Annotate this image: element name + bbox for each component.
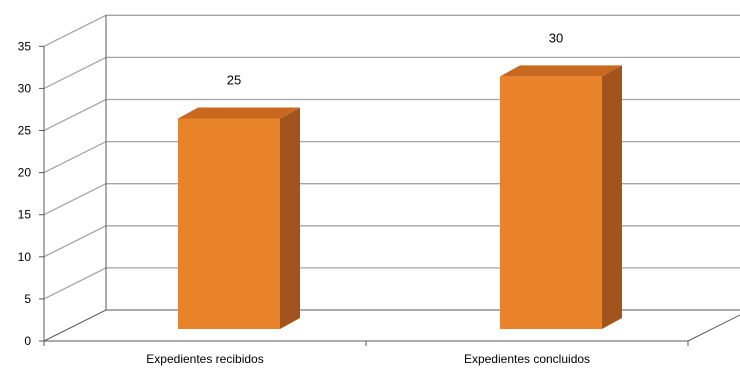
bar — [178, 118, 280, 329]
data-labels: 25 30 — [227, 30, 563, 87]
y-axis-tick-labels: 0 5 10 15 20 25 30 35 — [18, 39, 32, 348]
y-tick-label: 15 — [18, 208, 32, 222]
gridline — [43, 140, 740, 174]
y-tick-label: 0 — [24, 334, 31, 348]
gridline — [43, 14, 740, 47]
x-category-label: Expedientes recibidos — [146, 352, 263, 366]
gridline — [43, 98, 740, 132]
gridline — [43, 225, 740, 258]
floor-outline — [43, 309, 740, 342]
y-tick-label: 25 — [18, 124, 32, 138]
bar-top-face — [178, 107, 300, 119]
y-tick-label: 30 — [18, 81, 32, 95]
bar — [500, 76, 602, 330]
bar-top-face — [500, 65, 622, 77]
gridline — [43, 183, 740, 216]
y-tick-label: 20 — [18, 166, 32, 180]
bar-side-face — [280, 107, 300, 329]
axes — [39, 15, 689, 346]
x-category-label: Expedientes concluidos — [464, 352, 590, 366]
y-tick-label: 10 — [18, 250, 32, 264]
gridline — [43, 267, 740, 300]
y-tick-label: 35 — [18, 39, 32, 53]
gridline — [43, 56, 740, 89]
y-tick-label: 5 — [24, 292, 31, 306]
gridlines — [43, 14, 740, 342]
data-label: 30 — [549, 30, 563, 45]
data-label: 25 — [227, 73, 241, 88]
bar-side-face — [602, 65, 622, 330]
x-axis-category-labels: Expedientes recibidos Expedientes conclui… — [146, 352, 590, 366]
bars — [178, 65, 622, 330]
